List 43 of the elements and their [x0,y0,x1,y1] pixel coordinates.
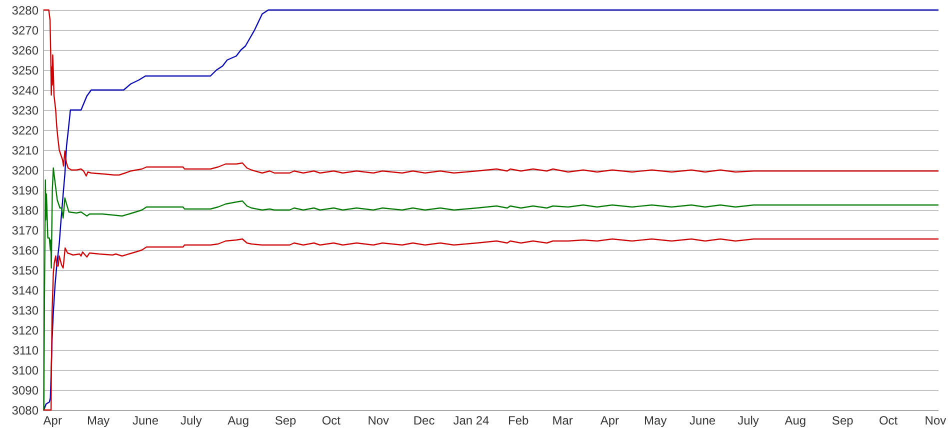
x-tick-label: Nov [924,414,946,428]
y-tick-label: 3090 [12,384,39,398]
y-tick-label: 3170 [12,224,39,238]
y-tick-label: 3240 [12,84,39,98]
line-series [43,9,939,177]
x-tick-label: Sep [274,414,297,428]
x-tick-label: Dec [413,414,435,428]
x-tick-label: May [86,414,110,428]
y-tick-label: 3180 [12,204,39,218]
x-tick-label: Oct [878,414,898,428]
x-tick-label: Aug [228,414,250,428]
y-tick-label: 3140 [12,284,39,298]
y-tick-label: 3280 [12,4,39,18]
y-tick-label: 3230 [12,104,39,118]
y-tick-label: 3080 [12,404,39,418]
x-tick-label: Feb [508,414,530,428]
y-tick-label: 3270 [12,24,39,38]
y-tick-label: 3100 [12,364,39,378]
x-tick-label: July [180,414,202,428]
y-tick-label: 3130 [12,304,39,318]
y-tick-label: 3210 [12,144,39,158]
x-tick-label: Sep [832,414,854,428]
y-tick-label: 3200 [12,164,39,178]
y-tick-label: 3120 [12,324,39,338]
y-tick-label: 3110 [12,344,39,358]
x-tick-label: Apr [600,414,620,428]
x-tick-label: Aug [784,414,806,428]
x-tick-label: July [738,414,759,428]
x-tick-label: June [690,414,716,428]
line-series [43,9,939,411]
x-tick-label: Apr [43,414,62,428]
x-tick-label: Oct [322,414,342,428]
x-tick-label: Mar [552,414,573,428]
y-tick-label: 3220 [12,124,39,138]
x-tick-label: May [644,414,667,428]
y-tick-label: 3150 [12,264,39,278]
x-tick-label: Nov [368,414,390,428]
y-tick-label: 3250 [12,64,39,78]
y-tick-label: 3160 [12,244,39,258]
y-tick-label: 3260 [12,44,39,58]
x-tick-label: Jan 24 [453,414,490,428]
x-tick-label: June [132,414,159,428]
y-tick-label: 3190 [12,184,39,198]
